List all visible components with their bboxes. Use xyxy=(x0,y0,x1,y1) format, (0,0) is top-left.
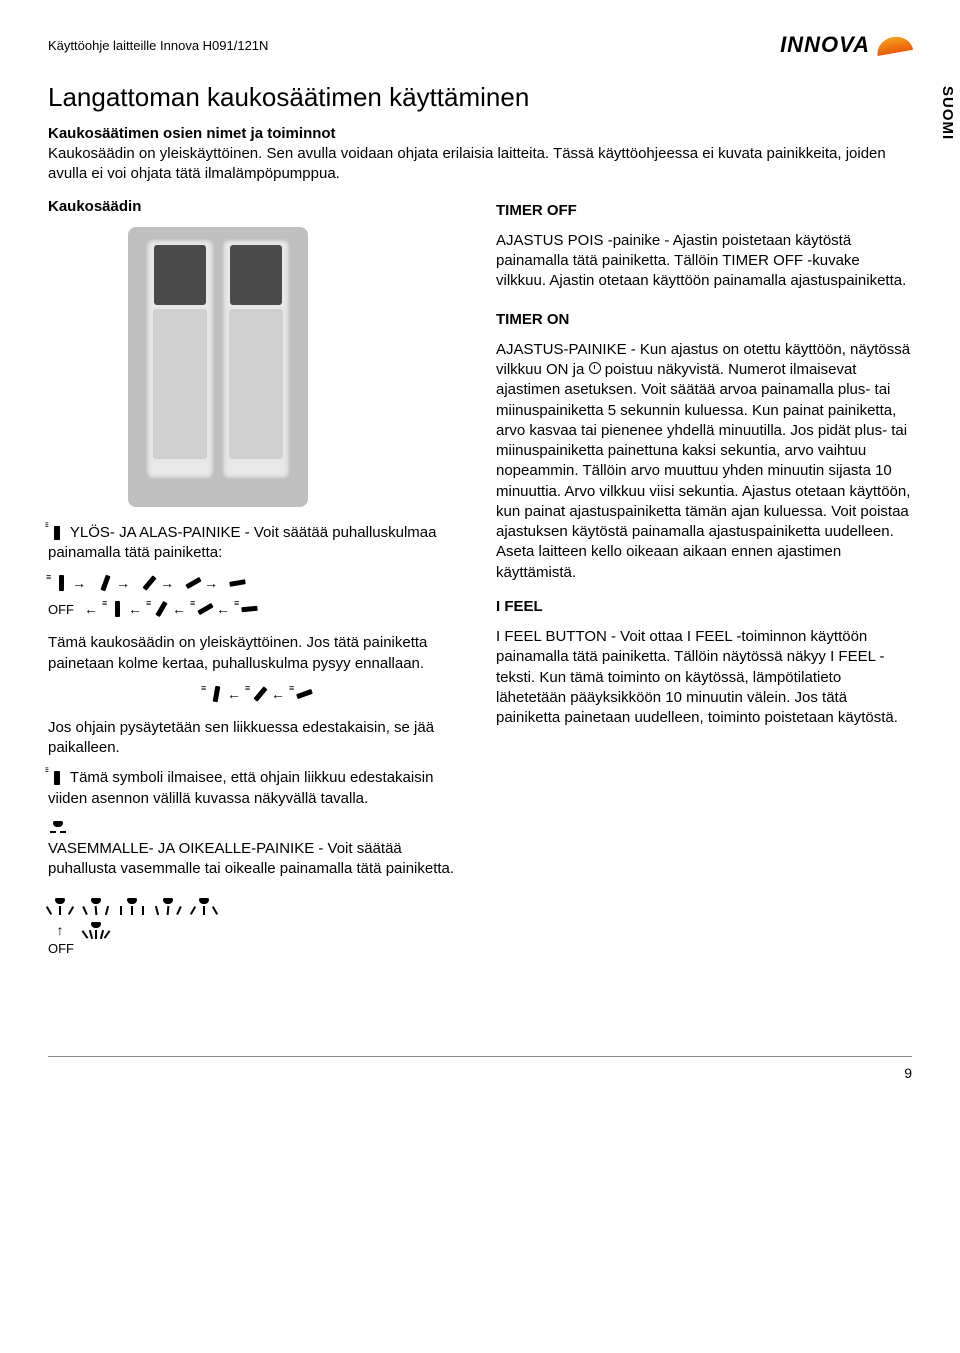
page-header: Käyttöohje laitteille Innova H091/121N I… xyxy=(48,32,912,58)
horizontal-swing-icon xyxy=(48,821,68,837)
vane-pos-icon: ≡ xyxy=(104,599,122,619)
swing-lamp-icon xyxy=(48,898,72,918)
vane-small-diagram: ≡ ← ≡ ← ≡ xyxy=(48,684,464,704)
remote-open xyxy=(222,239,290,479)
left-column: Kaukosäädin YLÖS- JA ALAS-PAINIKE - Voit… xyxy=(48,197,464,976)
arrow-icon: ← xyxy=(227,686,241,702)
vane-icon xyxy=(48,524,62,542)
left-para4-text: Tämä symboli ilmaisee, että ohjain liikk… xyxy=(48,769,433,806)
left-para3: Jos ohjain pysäytetään sen liikkuessa ed… xyxy=(48,718,464,759)
clock-icon xyxy=(589,362,601,374)
ifeel-heading: I FEEL xyxy=(496,597,912,617)
arrow-icon: ← xyxy=(84,601,98,617)
timer-on-text: AJASTUS-PAINIKE - Kun ajastus on otettu … xyxy=(496,340,912,583)
page-title: Langattoman kaukosäätimen käyttäminen xyxy=(48,82,912,113)
arrow-icon: → xyxy=(160,575,174,591)
vane-pos-icon: ≡ xyxy=(236,599,254,619)
right-column: TIMER OFF AJASTUS POIS -painike - Ajasti… xyxy=(496,197,912,976)
vane-pos-icon xyxy=(224,573,242,593)
swing-lamp-icon xyxy=(120,898,144,918)
off-label: OFF xyxy=(48,941,74,956)
updown-paragraph: YLÖS- JA ALAS-PAINIKE - Voit säätää puha… xyxy=(48,523,464,564)
vane-pos-icon xyxy=(180,573,198,593)
timer-off-text: AJASTUS POIS -painike - Ajastin poisteta… xyxy=(496,231,912,292)
remote-closed xyxy=(146,239,214,479)
swing-icon xyxy=(48,769,62,787)
intro-subtitle: Kaukosäätimen osien nimet ja toiminnot xyxy=(48,125,912,142)
page-footer: 9 xyxy=(48,1056,912,1081)
timer-off-heading: TIMER OFF xyxy=(496,201,912,221)
left-para2: Tämä kaukosäädin on yleiskäyttöinen. Jos… xyxy=(48,633,464,674)
vane-pos-icon xyxy=(92,573,110,593)
vane-pos-icon: ≡ xyxy=(291,684,309,704)
timer-on-part2: poistuu näkyvistä. Numerot ilmaisevat aj… xyxy=(496,361,910,581)
intro-paragraph: Kaukosäädin on yleiskäyttöinen. Sen avul… xyxy=(48,144,912,185)
ifeel-text: I FEEL BUTTON - Voit ottaa I FEEL -toimi… xyxy=(496,627,912,728)
arrow-icon: ← xyxy=(128,601,142,617)
swing-lamp-icon xyxy=(192,898,216,918)
left-para5: VASEMMALLE- JA OIKEALLE-PAINIKE - Voit s… xyxy=(48,819,464,880)
updown-text: YLÖS- JA ALAS-PAINIKE - Voit säätää puha… xyxy=(48,524,436,561)
vane-sequence-diagram: ≡ → → → → OFF ← ≡ ← ≡ ← ≡ ← ≡ xyxy=(48,573,464,619)
arrow-icon: ← xyxy=(271,686,285,702)
language-tab: SUOMI xyxy=(935,80,960,146)
swing-lamp-icon xyxy=(156,898,180,918)
vane-pos-icon: ≡ xyxy=(247,684,265,704)
horizontal-swing-diagram: ↑ OFF xyxy=(48,898,464,958)
page-number: 9 xyxy=(904,1065,912,1081)
left-para5-text: VASEMMALLE- JA OIKEALLE-PAINIKE - Voit s… xyxy=(48,840,454,877)
up-arrow-icon: ↑ xyxy=(57,922,64,938)
arrow-icon: → xyxy=(116,575,130,591)
arrow-icon: ← xyxy=(216,601,230,617)
brand-text: INNOVA xyxy=(780,32,870,58)
swing-lamp-icon xyxy=(84,922,108,942)
timer-on-heading: TIMER ON xyxy=(496,310,912,330)
off-label: OFF xyxy=(48,602,74,617)
arrow-icon: → xyxy=(204,575,218,591)
vane-pos-icon: ≡ xyxy=(148,599,166,619)
arrow-icon: ← xyxy=(172,601,186,617)
doc-id: Käyttöohje laitteille Innova H091/121N xyxy=(48,38,268,53)
vane-pos-icon: ≡ xyxy=(48,573,66,593)
two-column-layout: Kaukosäädin YLÖS- JA ALAS-PAINIKE - Voit… xyxy=(48,197,912,976)
vane-pos-icon: ≡ xyxy=(203,684,221,704)
vane-pos-icon: ≡ xyxy=(192,599,210,619)
remote-photo-placeholder xyxy=(128,227,308,507)
arrow-icon: → xyxy=(72,575,86,591)
brand-logo: INNOVA xyxy=(780,32,912,58)
remote-label: Kaukosäädin xyxy=(48,197,464,217)
swing-lamp-icon xyxy=(84,898,108,918)
left-para4: Tämä symboli ilmaisee, että ohjain liikk… xyxy=(48,768,464,809)
vane-pos-icon xyxy=(136,573,154,593)
brand-swoosh-icon xyxy=(875,34,913,56)
